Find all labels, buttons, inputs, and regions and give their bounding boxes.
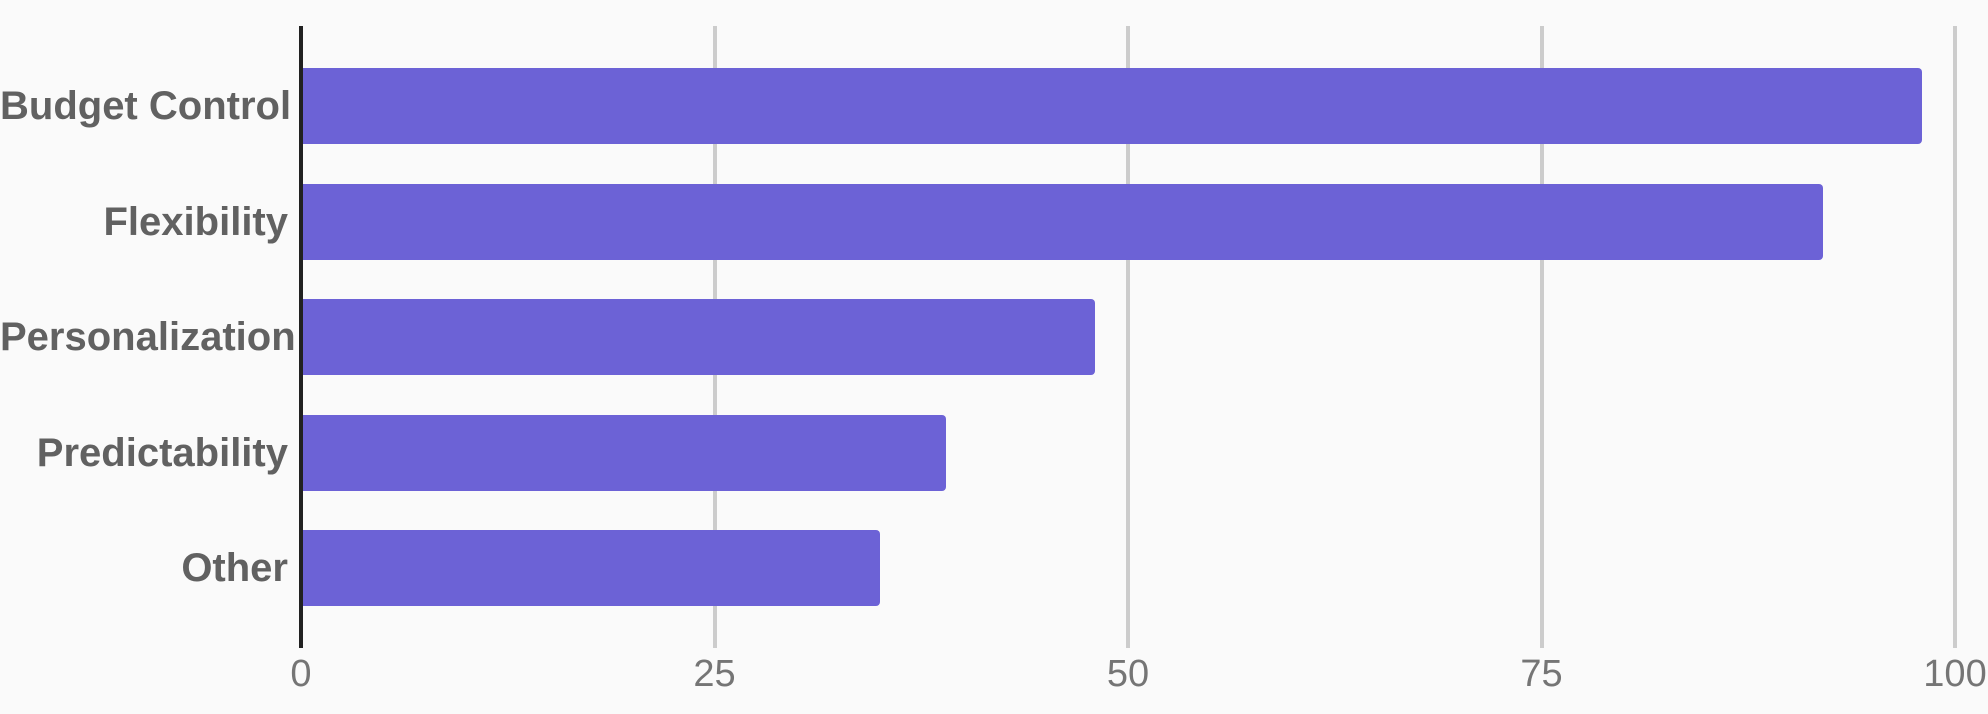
x-tick-label-25: 25 [693,653,736,695]
x-gridline-50 [1126,26,1130,648]
category-label-budget-control: Budget Control [0,84,292,128]
y-axis-line [299,26,303,648]
bar-personalization [303,299,1095,376]
x-gridline-100 [1953,26,1957,648]
category-label-other: Other [181,546,288,591]
category-label-flexibility: Flexibility [103,199,289,244]
bar-other [303,530,880,607]
category-label-predictability: Predictability [36,430,288,475]
x-tick-label-75: 75 [1520,653,1563,695]
bar-budget-control [303,68,1922,144]
bar-flexibility [303,183,1823,260]
x-gridline-75 [1539,26,1544,648]
x-tick-label-50: 50 [1106,653,1150,695]
x-tick-label-100: 100 [1923,653,1987,695]
x-tick-label-0: 0 [290,653,312,695]
bar-predictability [303,414,947,491]
category-label-personalization: Personalization [0,315,296,360]
